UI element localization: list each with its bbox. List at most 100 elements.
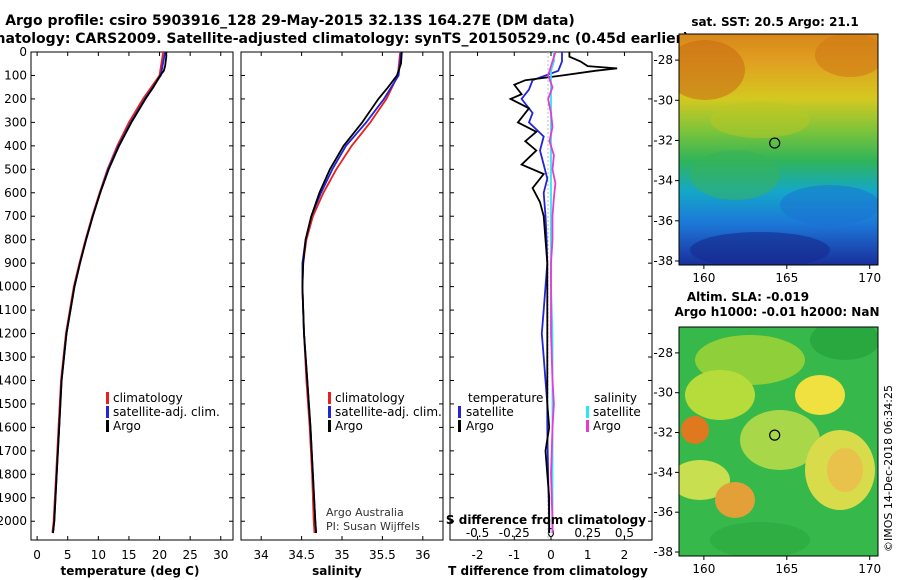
sst-heatmap [679,34,878,265]
legend-swatch-s-argo [586,420,589,432]
sla-high-patch [827,448,863,492]
depth-tick-label: 300 [4,115,27,129]
x-tick-label: 34.5 [288,548,315,562]
temperature-x-axis: 0 5 10 15 20 25 30 [33,52,228,562]
sst-map-title: sat. SST: 20.5 Argo: 21.1 [691,15,858,29]
x-tick-label: -2 [472,548,484,562]
map-x-tick-label: 165 [775,562,798,576]
sla-patch [810,327,878,360]
legend-swatch-satellite [328,406,331,418]
sla-patch [710,522,810,556]
s-diff-tick-label: -0.5 [466,526,489,540]
legend-argo: Argo [335,419,363,433]
difference-series-group [508,51,618,533]
x-tick-label: 1 [584,548,592,562]
map-x-tick-label: 170 [858,271,881,285]
x-tick-label: 0 [547,548,555,562]
legend-climatology: climatology [335,391,405,405]
x-tick-label: 35 [334,548,349,562]
sla-high-patch [715,482,755,518]
map-y-tick-label: -32 [653,133,673,147]
map-x-tick-label: 160 [692,562,715,576]
series-climatology [51,51,165,534]
sst-mid-patch [710,102,810,138]
legend-swatch-climatology [106,392,109,404]
depth-tick-label: 800 [4,233,27,247]
map-y-tick-label: -38 [653,545,673,559]
sst-warm-patch [815,34,878,77]
depth-tick-label: 100 [4,68,27,82]
x-tick-label: -1 [508,548,520,562]
sla-patch [740,410,820,470]
depth-tick-label: 1700 [0,444,27,458]
sla-map-frame [678,326,879,557]
sla-patch [795,375,845,415]
difference-legend: temperature satellite Argo salinity sate… [458,391,641,433]
depth-tick-label: 1100 [0,303,27,317]
x-tick-label: 0 [33,548,41,562]
series-s-argo [547,51,557,533]
x-tick-label: 36 [415,548,430,562]
depth-axis: 0 100 200 300 400 500 600 700 800 900 1000 1100 1200… [0,45,652,528]
legend-t-satellite: satellite [466,405,514,419]
salinity-axis-label: salinity [312,564,362,578]
map-y-tick-label: -28 [653,53,673,67]
legend-salinity-heading: salinity [594,391,637,405]
series-t-satellite [520,52,563,533]
map-y-tick-label: -30 [653,93,673,107]
legend-swatch-satellite [106,406,109,418]
sst-map-axes: 160 165 170 -28 -30 -32 -34 -36 -38 [653,53,881,285]
depth-tick-label: 2000 [0,514,27,528]
map-x-tick-label: 170 [858,562,881,576]
map-y-tick-label: -36 [653,214,673,228]
legend-satellite: satellite-adj. clim. [335,405,442,419]
series-t-argo [508,52,618,533]
map-y-tick-label: -36 [653,505,673,519]
x-tick-label: 15 [121,548,136,562]
temperature-panel-frame [30,51,234,541]
depth-tick-label: 400 [4,139,27,153]
sla-heatmap [679,327,878,556]
depth-tick-label: 1400 [0,373,27,387]
map-y-tick-label: -30 [653,386,673,400]
legend-swatch-argo [106,420,109,432]
map-y-tick-label: -34 [653,174,673,188]
sst-map-frame [678,33,879,266]
x-tick-label: 34 [254,548,269,562]
series-argo [52,52,168,534]
legend-argo: Argo [113,419,141,433]
legend-swatch-s-satellite [586,406,589,418]
salinity-difference-x-axis: -0.5 -0.25 0 0.25 0.5 [466,526,634,540]
legend-s-satellite: satellite [593,405,641,419]
s-diff-tick-label: 0.5 [615,526,634,540]
sst-blue-patch [780,185,878,225]
map-x-tick-label: 165 [775,271,798,285]
salinity-x-axis: 34 34.5 35 35.5 36 [254,52,430,562]
depth-tick-label: 1200 [0,327,27,341]
depth-tick-label: 700 [4,209,27,223]
s-diff-tick-label: 0 [547,526,555,540]
sla-high-patch [681,416,709,444]
s-difference-axis-label: S difference from climatology [446,513,646,527]
imos-timestamp: ©IMOS 14-Dec-2018 06:34:25 [882,385,895,552]
x-tick-label: 20 [152,548,167,562]
legend-t-argo: Argo [466,419,494,433]
salinity-panel-frame [240,51,444,541]
sla-patch [679,460,730,500]
depth-tick-label: 1500 [0,397,27,411]
legend-swatch-argo [328,420,331,432]
sla-map-axes: 160 165 170 -28 -30 -32 -34 -36 -38 [653,346,881,576]
sst-green-patch [690,150,780,200]
depth-tick-label: 200 [4,92,27,106]
sla-map-subtitle: Argo h1000: -0.01 h2000: NaN [674,305,879,319]
depth-tick-label: 0 [19,45,27,59]
s-diff-tick-label: -0.25 [499,526,530,540]
legend-climatology: climatology [113,391,183,405]
temperature-series-group [51,51,168,534]
x-tick-label: 5 [64,548,72,562]
salinity-legend: climatology satellite-adj. clim. Argo Ar… [326,391,442,533]
map-y-tick-label: -32 [653,426,673,440]
sst-warm-patch [679,40,745,100]
depth-tick-label: 900 [4,256,27,270]
